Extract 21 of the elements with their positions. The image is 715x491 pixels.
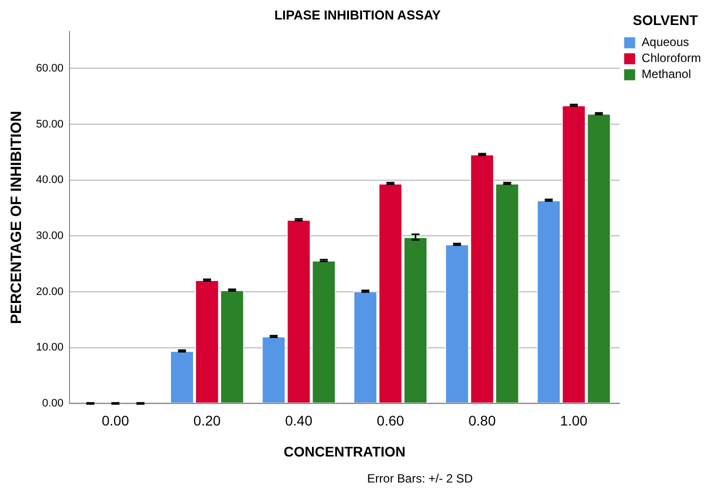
legend-label: Chloroform bbox=[642, 51, 702, 66]
y-tick-label: 20.00 bbox=[36, 286, 64, 298]
legend-label: Aqueous bbox=[642, 35, 690, 50]
y-tick-label: 50.00 bbox=[36, 118, 64, 130]
y-tick-label: 10.00 bbox=[36, 342, 64, 354]
x-tick-label: 0.60 bbox=[376, 412, 404, 429]
x-tick-label: 0.20 bbox=[193, 412, 221, 429]
x-tick-label: 0.40 bbox=[285, 412, 313, 429]
chart-title: LIPASE INHIBITION ASSAY bbox=[274, 7, 442, 22]
x-axis-title: CONCENTRATION bbox=[284, 443, 406, 460]
text: Error Bars: +/- 2 SD bbox=[367, 471, 474, 486]
y-tick-label: 40.00 bbox=[36, 174, 64, 186]
legend-title: SOLVENT bbox=[632, 12, 698, 28]
y-tick-label: 60.00 bbox=[36, 62, 64, 74]
y-tick-label: 30.00 bbox=[36, 230, 64, 242]
x-tick-label: 1.00 bbox=[560, 412, 588, 429]
x-tick-label: 0.80 bbox=[468, 412, 496, 429]
x-tick-label: 0.00 bbox=[102, 412, 130, 429]
y-axis-title: PERCENTAGE OF INHIBITION bbox=[8, 110, 26, 324]
legend-label: Methanol bbox=[642, 67, 692, 82]
y-tick-label: 0.00 bbox=[42, 397, 64, 410]
